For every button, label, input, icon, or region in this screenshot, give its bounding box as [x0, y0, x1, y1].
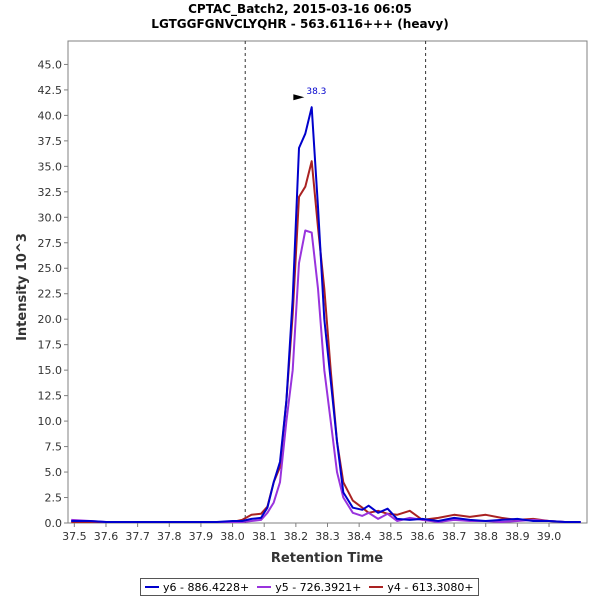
- y-tick-label: 35.0: [38, 160, 63, 173]
- y-tick-label: 25.0: [38, 262, 63, 275]
- legend-label: y5 - 726.3921+: [275, 580, 362, 594]
- series-line: [71, 106, 581, 523]
- legend-swatch: [257, 586, 272, 588]
- legend-label: y6 - 886.4228+: [163, 580, 250, 594]
- peak-marker-arrow: [293, 94, 305, 101]
- y-tick-label: 15.0: [38, 364, 63, 377]
- x-tick-label: 38.6: [410, 530, 435, 543]
- x-tick-label: 38.3: [315, 530, 340, 543]
- y-tick-label: 32.5: [38, 186, 63, 199]
- y-tick-label: 40.0: [38, 109, 63, 122]
- x-axis-label: Retention Time: [271, 551, 383, 566]
- legend-swatch: [369, 586, 384, 588]
- x-tick-label: 37.7: [125, 530, 150, 543]
- series-lines: [71, 106, 581, 523]
- y-tick-label: 22.5: [38, 288, 63, 301]
- x-tick-label: 38.2: [284, 530, 309, 543]
- y-tick-label: 2.5: [45, 492, 63, 505]
- chart-subtitle: LGTGGFGNVCLYQHR - 563.6116+++ (heavy): [151, 17, 448, 31]
- y-tick-label: 30.0: [38, 211, 63, 224]
- x-tick-label: 38.4: [347, 530, 372, 543]
- plot-area: [67, 40, 588, 524]
- legend: y6 - 886.4228+ y5 - 726.3921+ y4 - 613.308…: [140, 578, 479, 596]
- y-tick-label: 17.5: [38, 339, 63, 352]
- x-tick-label: 37.5: [62, 530, 87, 543]
- x-tick-label: 37.8: [157, 530, 182, 543]
- y-axis: 0.0 2.5 5.0 7.5 10.0 12.5 15.0 17.5 20.0 22.5 25.0…: [38, 58, 68, 530]
- y-tick-label: 45.0: [38, 58, 63, 71]
- x-tick-label: 38.7: [442, 530, 467, 543]
- x-tick-label: 39.0: [537, 530, 562, 543]
- x-axis: 37.5 37.6 37.7 37.8 37.9 38.0 38.1 38.2 38.3 38.4…: [62, 523, 561, 543]
- y-tick-label: 12.5: [38, 390, 63, 403]
- integration-boundaries: [244, 41, 427, 523]
- legend-item: y5 - 726.3921+: [257, 581, 361, 594]
- x-tick-label: 38.1: [252, 530, 277, 543]
- legend-item: y6 - 886.4228+: [145, 581, 249, 594]
- x-tick-label: 38.8: [473, 530, 498, 543]
- chart-title: CPTAC_Batch2, 2015-03-16 06:05: [188, 2, 412, 17]
- y-tick-label: 10.0: [38, 415, 63, 428]
- y-tick-label: 27.5: [38, 237, 63, 250]
- x-tick-label: 38.9: [505, 530, 530, 543]
- legend-label: y4 - 613.3080+: [387, 580, 474, 594]
- y-tick-label: 7.5: [45, 441, 63, 454]
- x-tick-label: 37.9: [189, 530, 214, 543]
- legend-swatch: [145, 586, 159, 588]
- x-tick-label: 38.0: [220, 530, 245, 543]
- peak-label: 38.3: [306, 87, 326, 97]
- y-tick-label: 0.0: [45, 517, 63, 530]
- y-tick-label: 42.5: [38, 84, 63, 97]
- legend-item: y4 - 613.3080+: [369, 580, 474, 594]
- y-tick-label: 37.5: [38, 135, 63, 148]
- y-axis-label: Intensity 10^3: [15, 233, 30, 341]
- x-tick-label: 37.6: [94, 530, 119, 543]
- y-tick-label: 20.0: [38, 313, 63, 326]
- y-tick-label: 5.0: [45, 466, 63, 479]
- x-tick-label: 38.5: [379, 530, 404, 543]
- peak-annotation-group: 38.3: [293, 87, 326, 101]
